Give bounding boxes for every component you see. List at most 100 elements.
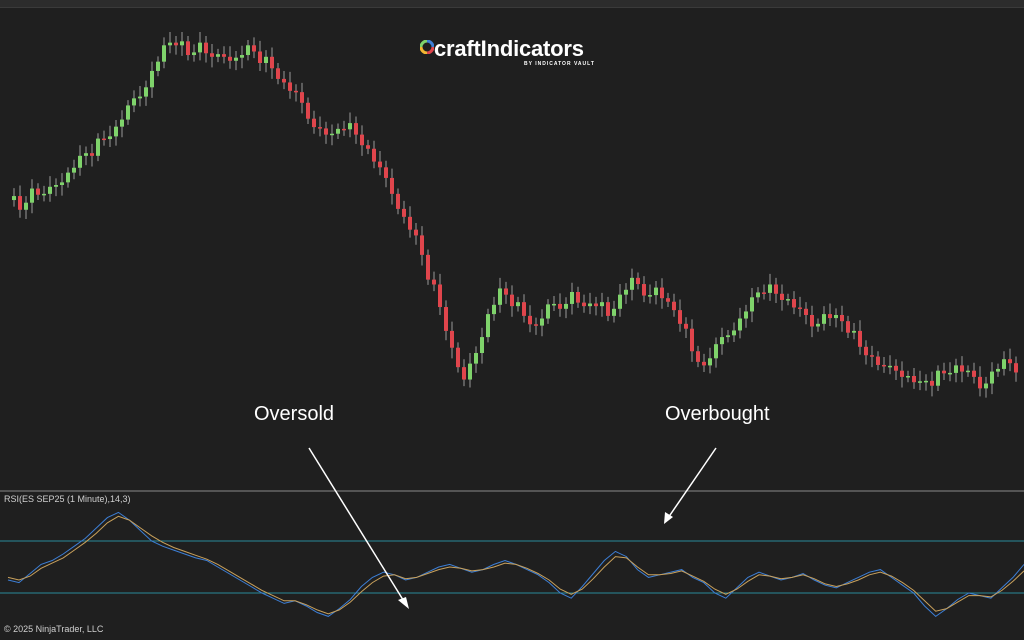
candle bbox=[552, 295, 556, 312]
candle bbox=[888, 355, 892, 375]
candle-body bbox=[750, 297, 754, 312]
candle-body bbox=[276, 68, 280, 79]
candle bbox=[840, 305, 844, 332]
candle-body bbox=[864, 346, 868, 356]
candle bbox=[48, 176, 52, 202]
oversold-arrow-line bbox=[308, 447, 406, 604]
candle bbox=[534, 317, 538, 335]
candle bbox=[774, 277, 778, 304]
candle-body bbox=[540, 318, 544, 326]
candle bbox=[60, 173, 64, 196]
candle-body bbox=[840, 314, 844, 322]
candle bbox=[126, 100, 130, 125]
candle bbox=[108, 125, 112, 147]
candle bbox=[324, 121, 328, 144]
candle-body bbox=[312, 118, 316, 128]
candle bbox=[588, 292, 592, 315]
candle-body bbox=[654, 287, 658, 296]
candle bbox=[600, 292, 604, 317]
candle bbox=[366, 139, 370, 155]
annotation-arrows bbox=[308, 447, 717, 609]
candle-body bbox=[174, 42, 178, 46]
candle bbox=[390, 168, 394, 205]
candle-body bbox=[930, 380, 934, 386]
candle-body bbox=[618, 294, 622, 309]
candle bbox=[270, 47, 274, 79]
candle-body bbox=[648, 295, 652, 297]
candle-body bbox=[984, 383, 988, 389]
candle-body bbox=[366, 145, 370, 149]
candle bbox=[846, 315, 850, 338]
candle bbox=[768, 273, 772, 301]
candle bbox=[804, 302, 808, 325]
candle-body bbox=[288, 82, 292, 91]
candle-body bbox=[396, 193, 400, 209]
candle-body bbox=[498, 288, 502, 305]
candle bbox=[204, 36, 208, 63]
candle-body bbox=[180, 41, 184, 46]
candle-body bbox=[132, 98, 136, 106]
candle-body bbox=[702, 361, 706, 366]
candle bbox=[342, 120, 346, 136]
candle bbox=[570, 282, 574, 315]
candle-body bbox=[522, 302, 526, 316]
candle-body bbox=[810, 314, 814, 327]
candle bbox=[732, 322, 736, 342]
candle-body bbox=[60, 182, 64, 186]
candle-body bbox=[390, 177, 394, 194]
candle bbox=[972, 362, 976, 384]
candle-body bbox=[858, 330, 862, 347]
rsi-signal-line bbox=[7, 515, 1024, 615]
candle-body bbox=[192, 52, 196, 56]
candle-body bbox=[948, 372, 952, 375]
candle bbox=[930, 371, 934, 397]
candle bbox=[756, 287, 760, 303]
candle bbox=[282, 70, 286, 90]
candle-body bbox=[996, 368, 1000, 372]
candle-body bbox=[528, 315, 532, 325]
candle-body bbox=[936, 370, 940, 386]
candle bbox=[744, 304, 748, 328]
candle-body bbox=[564, 303, 568, 309]
candle-body bbox=[894, 365, 898, 371]
candle-body bbox=[888, 365, 892, 368]
candle bbox=[432, 271, 436, 292]
candle-body bbox=[246, 45, 250, 56]
candle-body bbox=[942, 370, 946, 374]
candle bbox=[654, 280, 658, 305]
candle bbox=[1002, 351, 1006, 376]
candle-body bbox=[480, 337, 484, 354]
candle-body bbox=[102, 138, 106, 141]
candle-body bbox=[918, 381, 922, 383]
candle-body bbox=[486, 314, 490, 338]
candle bbox=[198, 32, 202, 61]
candle bbox=[966, 365, 970, 377]
candle bbox=[582, 294, 586, 313]
candle-body bbox=[978, 376, 982, 389]
candle-body bbox=[30, 188, 34, 203]
candle bbox=[348, 112, 352, 138]
candle-body bbox=[744, 311, 748, 319]
candle bbox=[936, 365, 940, 392]
candle bbox=[786, 293, 790, 306]
candle-body bbox=[534, 324, 538, 326]
candle-body bbox=[1014, 363, 1018, 373]
candle bbox=[456, 342, 460, 373]
candle bbox=[84, 146, 88, 166]
candle-body bbox=[24, 202, 28, 210]
candle-body bbox=[720, 337, 724, 345]
candle bbox=[558, 293, 562, 317]
candle bbox=[528, 305, 532, 333]
candle bbox=[276, 62, 280, 85]
candle-body bbox=[624, 289, 628, 295]
candle bbox=[606, 296, 610, 322]
candle bbox=[426, 249, 430, 285]
candle-body bbox=[420, 235, 424, 255]
candle-body bbox=[726, 335, 730, 338]
candle-body bbox=[972, 370, 976, 377]
candle bbox=[684, 317, 688, 338]
candle-body bbox=[78, 155, 82, 168]
candle bbox=[408, 206, 412, 238]
candle-body bbox=[792, 299, 796, 308]
